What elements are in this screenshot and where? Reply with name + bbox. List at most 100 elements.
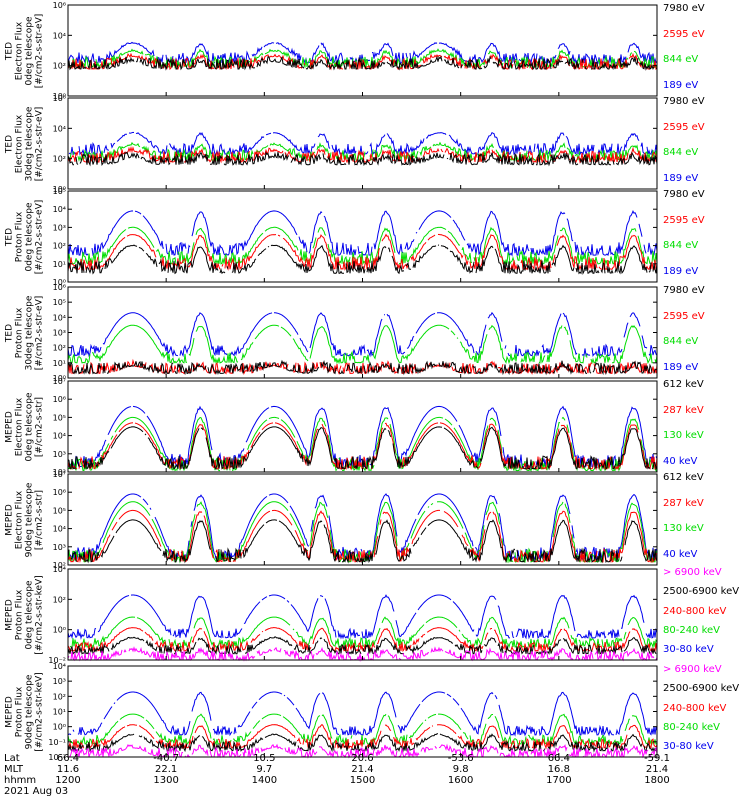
- series-line-30-80-kev: [67, 691, 658, 737]
- y-axis-title-line: MEPED: [4, 410, 14, 443]
- y-tick-label: 10⁴: [53, 565, 66, 574]
- legend-entry: 844 eV: [663, 147, 699, 159]
- legend-entry: 844 eV: [663, 336, 699, 348]
- legend-entry: 287 keV: [663, 497, 704, 509]
- y-axis-title: TED Proton Flux 0deg telescope [#/cm2-s-str…: [4, 191, 44, 282]
- series-line-189-ev: [67, 311, 658, 358]
- legend-entry: 30-80 keV: [663, 644, 714, 655]
- panel-7: 10⁴ 10² 10⁰ 10⁻²: [48, 565, 658, 665]
- y-axis-title-line: MEPED: [4, 598, 14, 631]
- legend-entry: 80-240 keV: [663, 721, 721, 733]
- panel-1: 10⁶ 10⁴ 10² 10⁰: [53, 1, 658, 101]
- legend-entry: 612 keV: [663, 379, 704, 390]
- date-label: 2021 Aug 03: [4, 786, 69, 797]
- y-axis-title-line: Electron Flux: [14, 397, 24, 456]
- y-tick-label: 10⁰: [53, 723, 66, 732]
- y-tick-label: 10⁵: [53, 506, 66, 515]
- y-axis-title-line: 30deg telescope: [24, 106, 34, 181]
- y-axis-title-line: [#/cm2-s-str-keV]: [34, 671, 44, 752]
- y-tick-label: 10³: [53, 677, 66, 686]
- y-tick-label: 10⁴: [53, 31, 66, 40]
- y-tick-label: 10⁻²: [48, 753, 66, 762]
- y-tick-label: 10⁰: [53, 185, 66, 194]
- y-tick-label: 10⁷: [53, 377, 66, 386]
- legend-entry: 189 eV: [663, 266, 699, 277]
- series-line-2500-6900-kev: [67, 636, 657, 656]
- y-tick-label: 10⁶: [53, 395, 66, 404]
- y-tick-label: 10⁴: [53, 525, 66, 534]
- x-tick-mlt: 22.1: [155, 764, 178, 775]
- x-tick-hhmm: 1700: [546, 775, 572, 786]
- series-line-80-240-kev: [67, 713, 658, 746]
- y-tick-label: 10²: [53, 155, 66, 164]
- y-axis-title-line: Proton Flux: [14, 307, 24, 358]
- y-tick-label: 10¹: [53, 359, 66, 368]
- panel-frame: [67, 4, 658, 97]
- y-tick-label: 10⁶: [53, 283, 66, 292]
- x-tick-lat: 20.6: [351, 753, 374, 764]
- x-tick-hhmm: 1300: [153, 775, 179, 786]
- y-axis-title-line: [#/cm2-s-str]: [34, 396, 44, 457]
- y-axis-title-line: Electron Flux: [14, 21, 24, 80]
- series-line-189-ev: [67, 209, 658, 258]
- legend-entry: 130 keV: [663, 523, 704, 535]
- x-tick-lat: 66.4: [56, 753, 80, 764]
- x-tick-hhmm: 1200: [55, 775, 81, 786]
- y-axis-title-line: [#/cm2-s-str-eV]: [34, 295, 44, 370]
- series-line-7980-ev: [67, 151, 658, 167]
- legend-entry: 189 eV: [663, 173, 699, 184]
- panel-5: 10⁷ 10⁶ 10⁵ 10⁴ 10³ 10²: [53, 377, 658, 477]
- x-row-label: hhmm: [4, 775, 37, 786]
- y-tick-label: 10⁰: [53, 92, 66, 101]
- legend-entry: 40 keV: [663, 549, 698, 560]
- legend-entry: 2595 eV: [663, 214, 705, 226]
- legend-entry: 189 eV: [663, 362, 699, 373]
- x-row-label: Lat: [4, 753, 20, 764]
- legend-entry: 612 keV: [663, 472, 704, 483]
- y-axis-title-line: [#/cm2-s-str-eV]: [34, 106, 44, 181]
- legend-entry: 40 keV: [663, 456, 698, 467]
- y-axis-title: TED Electron Flux 0deg telescope [#/cm2-s-s…: [4, 5, 44, 96]
- x-tick-lat: 10.5: [253, 753, 276, 764]
- y-axis-title-line: Proton Flux: [14, 211, 24, 262]
- x-tick-lat: -59.1: [644, 753, 670, 764]
- legend-entry: 7980 eV: [663, 189, 705, 200]
- x-tick-hhmm: 1500: [349, 775, 376, 786]
- y-axis-title-line: MEPED: [4, 503, 14, 536]
- y-axis-title-line: TED: [4, 227, 14, 246]
- y-tick-label: 10⁶: [53, 488, 66, 497]
- panel-frame: [67, 380, 658, 473]
- legend-entry: 844 eV: [663, 54, 699, 66]
- series-line-844-ev: [67, 324, 658, 365]
- y-axis-title-line: TED: [4, 323, 14, 342]
- y-axis-title: TED Proton Flux 30deg telescope [#/cm2-s-st…: [4, 287, 44, 378]
- x-row-label: MLT: [4, 764, 23, 775]
- y-tick-label: 10³: [53, 223, 66, 232]
- y-tick-label: 10⁴: [53, 313, 66, 322]
- y-axis-title-line: 0deg telescope: [24, 15, 34, 86]
- series-line-612-kev: [67, 426, 658, 471]
- legend-entry: > 6900 keV: [663, 567, 722, 578]
- y-tick-label: 10⁵: [53, 298, 66, 307]
- y-tick-label: 10²: [53, 561, 66, 570]
- x-tick-mlt: 21.4: [645, 764, 669, 775]
- legend-entry: 240-800 keV: [663, 702, 727, 714]
- legend-entry: 2500-6900 keV: [663, 683, 740, 695]
- legend-entry: 189 eV: [663, 80, 699, 91]
- series-line-7980-ev: [67, 55, 658, 71]
- series-line-189-ev: [68, 131, 658, 156]
- x-tick-hhmm: 1800: [644, 775, 670, 786]
- panel-8: 10⁴ 10³ 10² 10¹ 10⁰ 10⁻¹ 10⁻²: [48, 662, 658, 762]
- y-axis-title-line: 0deg telescope: [24, 391, 34, 462]
- y-axis-title: MEPED Electron Flux 90deg telescope [#/cm2-…: [4, 474, 44, 565]
- series-line-30-80-kev: [67, 594, 658, 640]
- y-axis-title-line: 0deg telescope: [24, 579, 34, 650]
- y-tick-label: 10⁰: [53, 374, 66, 383]
- series-line-287-kev: [67, 509, 658, 564]
- y-tick-label: 10⁴: [53, 432, 66, 441]
- y-tick-label: 10⁶: [53, 94, 66, 103]
- x-tick-lat: -53.6: [447, 753, 474, 764]
- y-axis-title-line: Proton Flux: [14, 589, 24, 640]
- y-tick-label: 10⁻¹: [48, 738, 66, 747]
- x-tick-hhmm: 1400: [251, 775, 278, 786]
